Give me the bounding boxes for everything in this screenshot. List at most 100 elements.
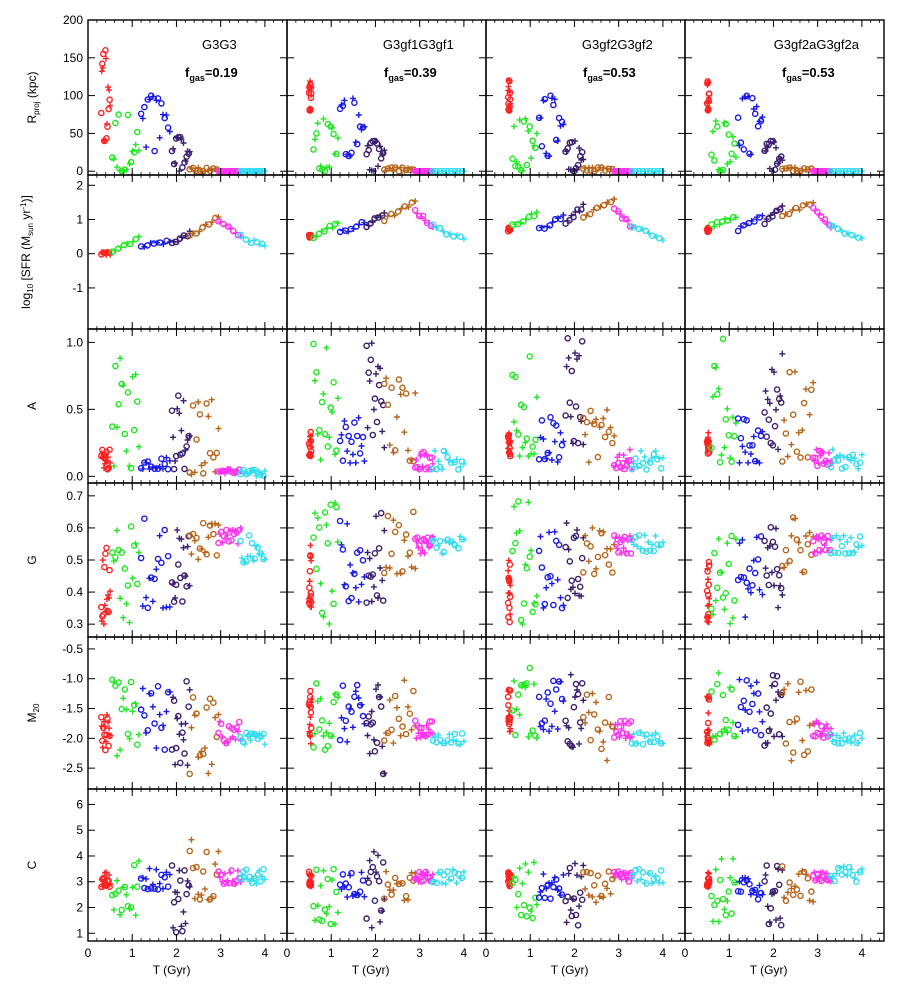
- point-brown: [198, 892, 205, 899]
- point-green: [318, 717, 326, 724]
- point-green: [509, 707, 516, 714]
- point-brown: [806, 529, 813, 536]
- point-magenta: [823, 721, 830, 728]
- point-blue: [347, 561, 354, 568]
- point-indigo: [174, 392, 182, 400]
- point-blue: [538, 142, 546, 150]
- point-red: [504, 693, 512, 701]
- point-cyan: [657, 867, 665, 874]
- point-brown: [189, 864, 197, 872]
- point-blue: [550, 883, 557, 891]
- point-blue: [139, 465, 146, 472]
- point-brown: [391, 528, 399, 536]
- point-cyan: [849, 451, 857, 459]
- point-cyan: [659, 740, 666, 747]
- point-indigo: [777, 915, 784, 922]
- point-green: [334, 135, 341, 142]
- point-cyan: [242, 866, 250, 874]
- point-green: [120, 614, 127, 621]
- point-brown: [215, 848, 222, 855]
- point-brown: [215, 522, 222, 528]
- point-blue: [161, 526, 168, 534]
- point-indigo: [375, 682, 381, 688]
- point-indigo: [572, 590, 578, 597]
- point-brown: [405, 703, 411, 710]
- point-cyan: [440, 447, 448, 455]
- x-tick-label: 1: [328, 946, 335, 960]
- point-green: [730, 614, 736, 621]
- point-green: [320, 867, 327, 874]
- point-indigo: [563, 363, 570, 370]
- point-blue: [352, 688, 359, 695]
- point-blue: [137, 110, 145, 118]
- point-indigo: [182, 920, 189, 927]
- point-blue: [149, 703, 156, 710]
- point-magenta: [619, 729, 626, 737]
- point-blue: [342, 423, 350, 431]
- point-blue: [149, 93, 156, 100]
- point-brown: [394, 208, 402, 215]
- panel-frame: [286, 482, 487, 638]
- point-brown: [199, 868, 207, 875]
- point-indigo: [368, 924, 375, 931]
- point-blue: [156, 463, 163, 470]
- point-blue: [166, 688, 173, 695]
- point-cyan: [260, 730, 267, 738]
- point-indigo: [761, 878, 768, 885]
- point-brown: [607, 890, 614, 897]
- point-green: [120, 382, 127, 389]
- point-indigo: [366, 857, 373, 864]
- point-red: [306, 578, 313, 585]
- point-indigo: [771, 422, 779, 430]
- point-indigo: [186, 148, 193, 155]
- point-cyan: [643, 548, 650, 556]
- point-brown: [600, 894, 607, 901]
- point-magenta: [812, 454, 819, 462]
- point-green: [133, 128, 141, 136]
- point-brown: [800, 751, 808, 759]
- point-green: [526, 123, 534, 130]
- point-blue: [353, 140, 361, 148]
- point-brown: [793, 448, 801, 456]
- point-green: [519, 621, 526, 627]
- point-indigo: [172, 744, 180, 752]
- point-cyan: [242, 558, 250, 565]
- point-indigo: [574, 690, 582, 698]
- point-brown: [395, 521, 403, 529]
- point-red: [706, 870, 713, 877]
- point-blue: [339, 102, 347, 110]
- point-magenta: [614, 721, 621, 728]
- point-brown: [792, 368, 798, 375]
- point-magenta: [423, 722, 430, 729]
- point-indigo: [773, 697, 779, 704]
- x-tick-label: 0: [483, 946, 490, 960]
- point-blue: [737, 703, 745, 711]
- point-brown: [781, 564, 788, 571]
- point-indigo: [182, 720, 189, 727]
- point-red: [98, 603, 105, 611]
- point-indigo: [572, 860, 578, 867]
- point-red: [307, 589, 315, 597]
- point-cyan: [650, 738, 658, 746]
- point-indigo: [183, 678, 190, 685]
- point-cyan: [639, 459, 647, 467]
- point-blue: [749, 700, 756, 708]
- point-cyan: [858, 451, 865, 458]
- y-tick-label: 0.5: [66, 402, 83, 416]
- point-green: [114, 424, 120, 431]
- point-blue: [144, 885, 152, 893]
- point-blue: [540, 436, 547, 442]
- point-indigo: [580, 697, 587, 704]
- point-green: [724, 897, 731, 904]
- point-green: [326, 903, 333, 910]
- point-magenta: [617, 717, 624, 725]
- point-blue: [734, 415, 742, 422]
- point-green: [110, 906, 117, 913]
- point-blue: [747, 151, 754, 158]
- point-green: [710, 393, 716, 400]
- point-indigo: [574, 922, 582, 929]
- point-red: [101, 723, 108, 730]
- point-green: [728, 686, 735, 693]
- point-brown: [395, 376, 403, 383]
- point-blue: [737, 139, 745, 146]
